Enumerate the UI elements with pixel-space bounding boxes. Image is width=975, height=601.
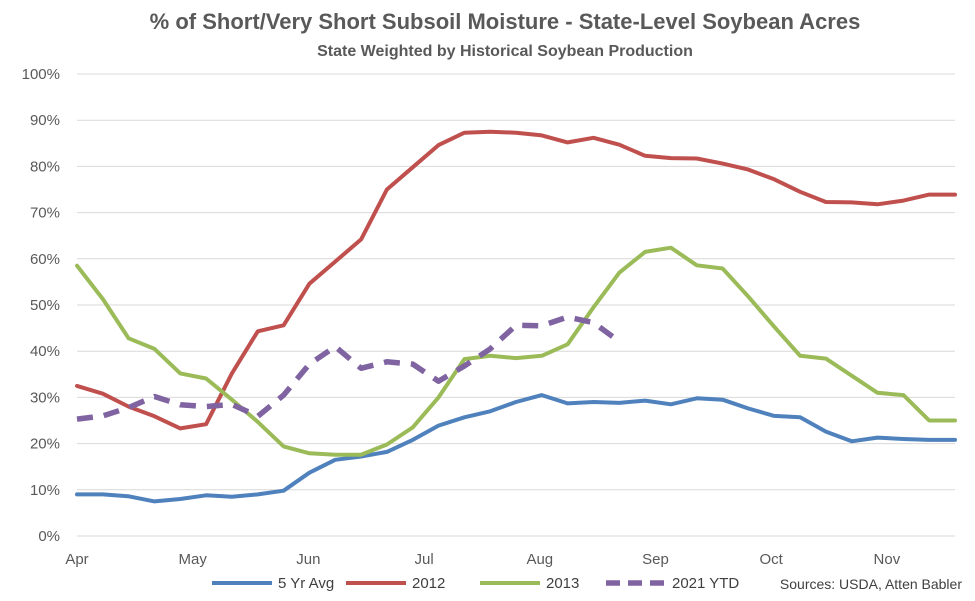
chart-subtitle: State Weighted by Historical Soybean Pro… xyxy=(317,43,693,60)
gridlines xyxy=(77,73,955,537)
legend-label: 2013 xyxy=(546,575,579,592)
y-tick-label: 40% xyxy=(30,343,60,360)
y-tick-label: 50% xyxy=(30,297,60,314)
chart-title: % of Short/Very Short Subsoil Moisture -… xyxy=(150,9,861,34)
y-tick-label: 60% xyxy=(30,251,60,268)
y-tick-label: 10% xyxy=(30,482,60,499)
y-tick-label: 20% xyxy=(30,436,60,453)
x-tick-label: Sep xyxy=(642,551,669,568)
series-line-5-yr-avg xyxy=(75,393,957,504)
x-tick-label: Oct xyxy=(760,551,784,568)
y-tick-label: 100% xyxy=(22,66,60,83)
series-lines xyxy=(75,129,957,504)
x-axis-ticks: Apr May Jun Jul Aug Sep Oct Nov xyxy=(65,551,900,568)
y-axis-ticks: 0% 10% 20% 30% 40% 50% 60% 70% 80% 90% 100% xyxy=(22,66,60,545)
y-tick-label: 0% xyxy=(38,528,60,545)
source-note: Sources: USDA, Atten Babler xyxy=(780,576,962,592)
x-tick-label: May xyxy=(179,551,208,568)
y-tick-label: 30% xyxy=(30,389,60,406)
y-tick-label: 90% xyxy=(30,112,60,129)
series-line-2012 xyxy=(75,129,957,431)
x-tick-label: Aug xyxy=(526,551,553,568)
x-tick-label: Jul xyxy=(415,551,434,568)
y-tick-label: 70% xyxy=(30,205,60,222)
x-tick-label: Jun xyxy=(296,551,320,568)
legend-label: 2012 xyxy=(412,575,445,592)
x-tick-label: Nov xyxy=(874,551,901,568)
legend-label: 2021 YTD xyxy=(672,575,739,592)
legend-label: 5 Yr Avg xyxy=(278,575,334,592)
y-tick-label: 80% xyxy=(30,158,60,175)
series-line-2013 xyxy=(75,245,957,457)
legend: 5 Yr Avg 2012 2013 2021 YTD xyxy=(212,575,739,592)
series-line-2021-ytd xyxy=(76,314,621,422)
x-tick-label: Apr xyxy=(65,551,88,568)
